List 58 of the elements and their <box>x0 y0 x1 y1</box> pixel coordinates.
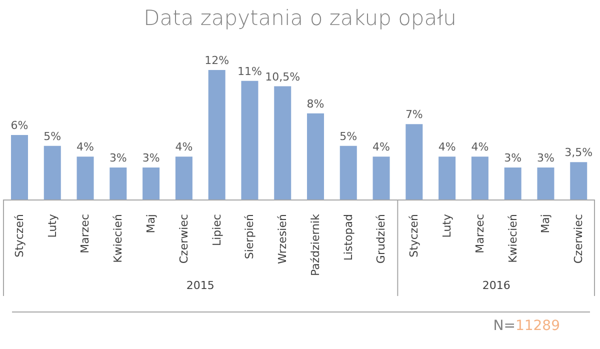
x-tick-label: Maj <box>144 214 158 234</box>
data-label: 8% <box>306 97 324 110</box>
data-label: 3% <box>109 152 127 164</box>
x-tick-label: Marzec <box>473 214 486 254</box>
x-tick-label: Listopad <box>342 214 355 261</box>
bar <box>241 80 258 200</box>
data-label: 4% <box>175 140 193 154</box>
x-tick-label: Kwiecień <box>506 214 520 263</box>
bar <box>340 146 357 200</box>
x-tick-label: Luty <box>440 214 454 238</box>
text: 2015 <box>186 279 214 292</box>
x-tick-label: Czerwiec <box>572 214 586 264</box>
x-tick-label: Luty <box>46 214 59 238</box>
data-label: 10,5% <box>265 70 300 84</box>
bar <box>208 70 226 200</box>
x-tick-label: Sierpień <box>243 214 256 260</box>
data-label: 3% <box>142 152 160 164</box>
x-tick-label: Marzec <box>78 214 92 254</box>
x-tick-label: Czerwiec <box>177 214 190 264</box>
data-label: 4% <box>471 140 489 154</box>
chart-title: Data zapytania o zakup opału <box>142 6 458 30</box>
x-tick-label: Październik <box>308 213 322 276</box>
x-tick-label: Styczeń <box>12 214 26 258</box>
data-label: 3% <box>504 152 522 164</box>
bar <box>142 168 160 200</box>
data-label: 4% <box>438 140 456 154</box>
x-tick-label: Maj <box>539 214 552 234</box>
bar <box>175 156 192 200</box>
x-tick-label: Kwiecień <box>112 214 125 263</box>
data-label: 3,5% <box>564 146 593 160</box>
data-label: 4% <box>372 140 390 154</box>
data-label: 7% <box>405 108 423 122</box>
bar <box>11 135 28 200</box>
data-label: 6% <box>10 119 28 132</box>
bar <box>76 156 94 200</box>
x-tick-label: Lipiec <box>210 214 224 246</box>
data-label: 3% <box>536 152 554 164</box>
bar <box>570 162 588 200</box>
data-label: 11% <box>237 64 262 78</box>
bar <box>406 124 423 200</box>
x-tick-label: Wrzesień <box>276 214 290 264</box>
data-label: 5% <box>340 130 358 143</box>
data-label: 5% <box>44 130 62 143</box>
x-tick-label: Styczeń <box>408 214 421 258</box>
data-label: 4% <box>76 140 94 154</box>
bar <box>44 146 61 200</box>
text: 2016 <box>482 279 510 292</box>
bar <box>438 156 456 200</box>
bar <box>372 156 390 200</box>
bar <box>504 168 522 200</box>
bar <box>274 86 292 200</box>
bar <box>307 113 324 200</box>
bar <box>471 156 488 200</box>
bar <box>537 168 554 200</box>
bar <box>110 168 127 200</box>
text: N=11289 <box>493 318 560 334</box>
x-tick-label: Grudzień <box>374 214 388 264</box>
data-label: 12% <box>204 54 230 67</box>
